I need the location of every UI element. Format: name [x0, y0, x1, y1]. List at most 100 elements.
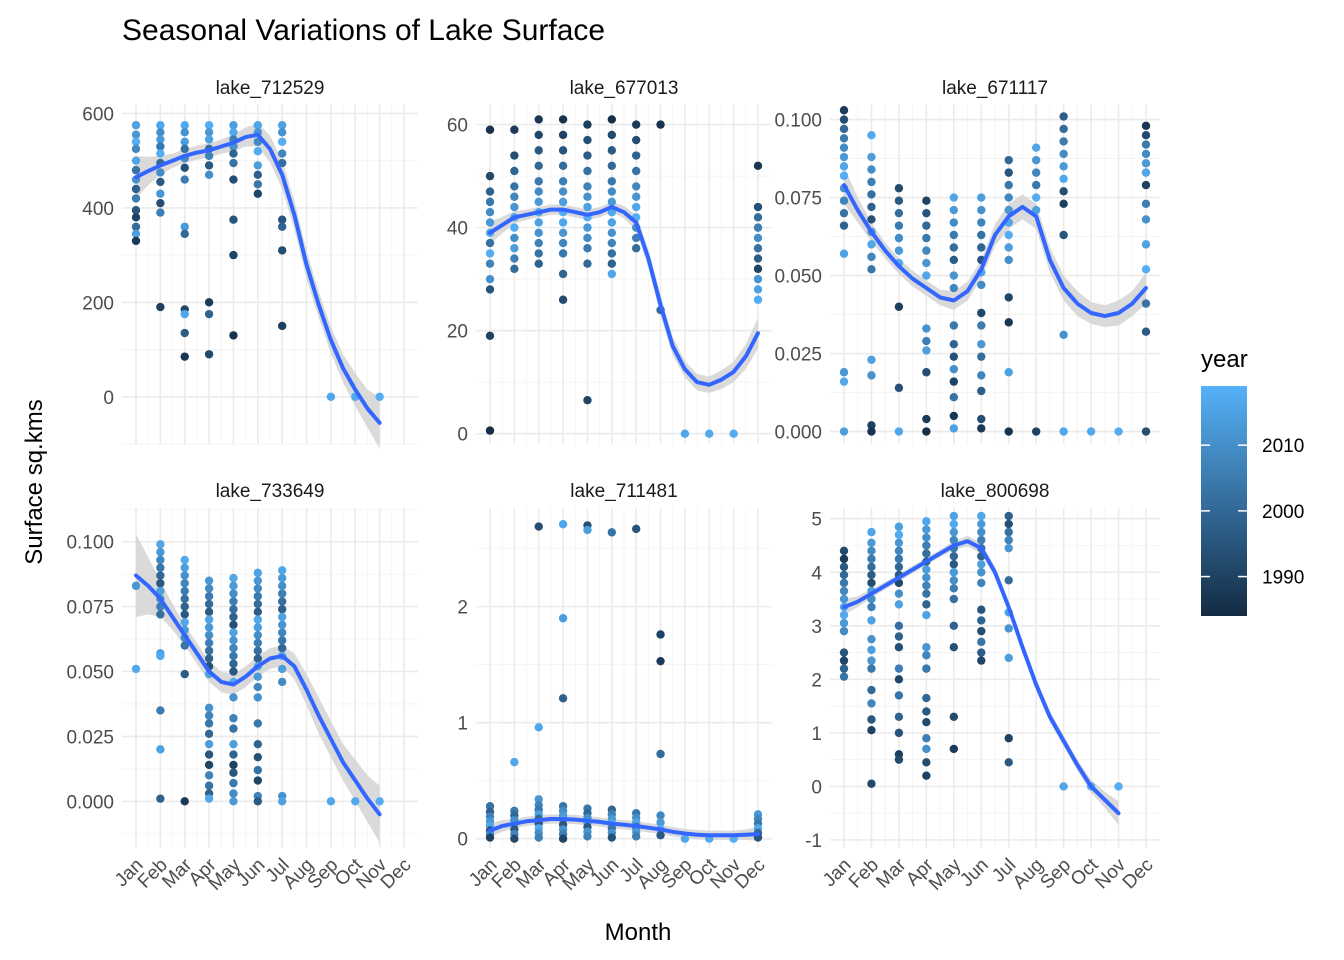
- data-point: [131, 156, 141, 165]
- data-point: [977, 527, 986, 537]
- data-point: [253, 638, 263, 648]
- data-point: [558, 614, 568, 623]
- data-point: [180, 669, 189, 679]
- data-point: [949, 535, 959, 545]
- data-point: [894, 600, 904, 609]
- data-point: [558, 177, 568, 186]
- data-point: [607, 197, 617, 207]
- data-point: [894, 546, 904, 556]
- data-point: [156, 745, 165, 754]
- data-point: [253, 752, 263, 762]
- data-point: [894, 712, 904, 722]
- data-point: [867, 685, 876, 695]
- data-point: [156, 168, 165, 177]
- x-tick-label: Dec: [377, 855, 416, 894]
- data-point: [485, 218, 495, 227]
- data-point: [977, 243, 986, 252]
- data-point: [204, 794, 214, 803]
- data-point: [949, 527, 959, 537]
- y-tick-label: 1: [811, 724, 822, 745]
- data-point: [922, 549, 931, 558]
- data-point: [867, 570, 876, 580]
- data-point: [867, 656, 876, 665]
- legend-break-label: 2010: [1262, 436, 1304, 457]
- data-point: [839, 124, 849, 134]
- y-tick-label: 0.075: [66, 598, 114, 619]
- data-point: [839, 134, 849, 143]
- data-point: [631, 151, 641, 160]
- data-point: [485, 125, 495, 134]
- data-point: [1141, 130, 1151, 140]
- data-point: [867, 664, 876, 673]
- data-point: [277, 321, 287, 331]
- data-point: [607, 146, 617, 155]
- data-point: [1059, 162, 1068, 171]
- data-point: [949, 424, 959, 433]
- data-point: [705, 429, 714, 438]
- data-point: [922, 525, 931, 534]
- data-point: [131, 664, 141, 674]
- data-point: [977, 560, 986, 569]
- data-point: [949, 364, 959, 374]
- data-point: [510, 182, 519, 191]
- data-point: [534, 795, 543, 804]
- data-point: [204, 350, 214, 359]
- data-point: [326, 797, 336, 806]
- data-point: [510, 151, 519, 160]
- y-tick-label: 4: [811, 563, 822, 584]
- data-point: [253, 776, 263, 785]
- data-point: [1031, 143, 1041, 152]
- data-point: [949, 594, 959, 604]
- data-point: [922, 346, 931, 355]
- data-point: [277, 121, 287, 130]
- data-point: [510, 834, 519, 843]
- data-point: [253, 693, 263, 702]
- data-point: [204, 729, 214, 739]
- data-point: [1141, 265, 1151, 274]
- data-point: [949, 377, 959, 386]
- facet-panels: lake_7125296004002000lake_6770136040200l…: [66, 78, 1160, 895]
- data-point: [656, 818, 665, 827]
- data-point: [534, 228, 543, 237]
- data-point: [977, 535, 986, 545]
- data-point: [156, 571, 165, 580]
- data-point: [977, 371, 986, 380]
- data-point: [1141, 140, 1151, 149]
- data-point: [1004, 293, 1013, 302]
- y-tick-label: 200: [82, 293, 114, 314]
- data-point: [839, 562, 849, 572]
- data-point: [894, 632, 904, 641]
- data-point: [753, 233, 763, 243]
- data-point: [180, 563, 189, 572]
- legend-break-label: 1990: [1262, 568, 1304, 589]
- data-point: [977, 218, 986, 227]
- data-point: [867, 421, 876, 430]
- data-point: [583, 192, 592, 201]
- data-point: [894, 728, 904, 738]
- data-point: [867, 215, 876, 224]
- data-point: [180, 352, 189, 361]
- data-point: [558, 834, 568, 843]
- data-point: [229, 768, 238, 777]
- data-point: [180, 137, 189, 146]
- data-point: [180, 229, 189, 239]
- data-point: [867, 427, 876, 436]
- data-point: [558, 269, 568, 279]
- data-point: [977, 424, 986, 433]
- data-point: [867, 130, 876, 140]
- y-tick-label: 1: [457, 714, 468, 735]
- data-point: [922, 246, 931, 255]
- data-point: [753, 213, 763, 222]
- data-point: [922, 717, 931, 727]
- data-point: [839, 594, 849, 604]
- data-point: [253, 147, 263, 156]
- data-point: [1141, 327, 1151, 336]
- data-point: [277, 149, 287, 158]
- data-point: [894, 562, 904, 572]
- data-point: [894, 664, 904, 673]
- data-point: [977, 414, 986, 424]
- data-point: [656, 811, 665, 820]
- legend-colorbar: [1201, 386, 1247, 616]
- data-point: [229, 714, 238, 723]
